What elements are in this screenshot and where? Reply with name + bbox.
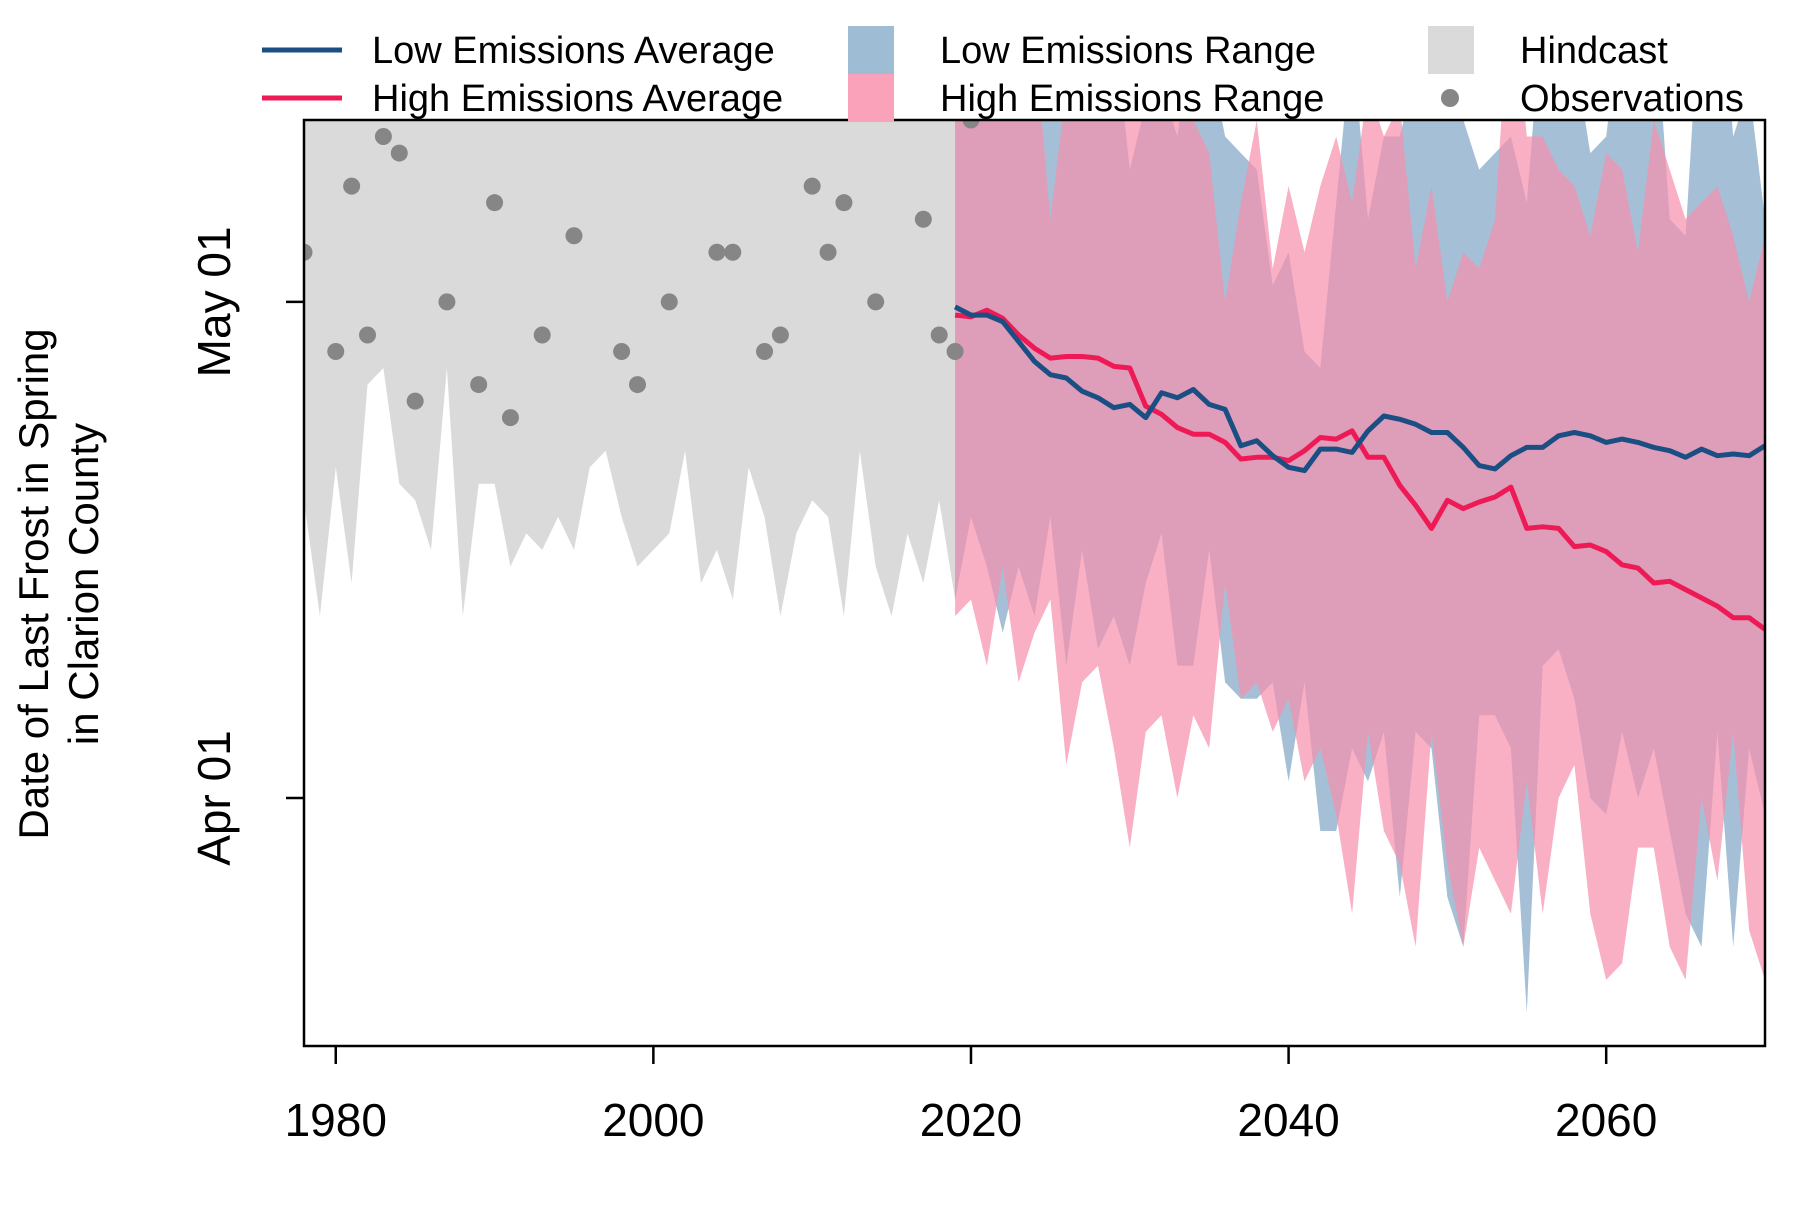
high-emissions-range-band xyxy=(955,120,1765,980)
observation-point xyxy=(867,293,885,311)
observation-point xyxy=(756,343,774,360)
observation-point xyxy=(724,243,742,261)
observation-point xyxy=(470,376,488,394)
observation-point xyxy=(501,409,519,427)
legend-label: High Emissions Range xyxy=(940,78,1324,120)
observation-point xyxy=(962,120,980,129)
plot-content xyxy=(304,62,1765,1013)
legend-label: Hindcast xyxy=(1520,30,1668,72)
observation-point xyxy=(946,343,964,360)
legend-swatch-fill xyxy=(1428,26,1474,74)
x-tick-label: 1980 xyxy=(285,1094,387,1146)
observation-point xyxy=(771,326,789,344)
observation-point xyxy=(803,177,821,195)
observation-point xyxy=(343,177,361,195)
observation-point xyxy=(374,128,392,146)
plot-area xyxy=(304,62,1765,1013)
legend-label: Low Emissions Range xyxy=(940,30,1316,72)
observation-point xyxy=(486,194,504,212)
observation-point xyxy=(899,62,916,79)
observation-point xyxy=(914,210,932,228)
observation-point xyxy=(359,326,377,344)
legend-label: Observations xyxy=(1520,78,1744,120)
y-tick-label: Apr 01 xyxy=(188,730,240,866)
observation-point xyxy=(406,392,424,410)
x-tick-label: 2000 xyxy=(602,1094,704,1146)
observation-point xyxy=(819,243,837,261)
observation-point xyxy=(565,227,583,245)
observation-point xyxy=(390,144,408,162)
observation-point xyxy=(660,293,678,311)
legend-swatch-fill xyxy=(848,26,894,74)
hindcast-band xyxy=(304,120,956,617)
y-axis-label-line-1: Date of Last Frost in Spring xyxy=(10,328,57,839)
low-emissions-average-line xyxy=(953,304,1765,474)
y-axis-label-line-2: in Clarion County xyxy=(60,423,107,745)
legend-label: High Emissions Average xyxy=(372,78,783,120)
legend: Low Emissions Average High Emissions Aver… xyxy=(262,26,1744,122)
x-tick-label: 2040 xyxy=(1237,1094,1339,1146)
y-axis-label: Date of Last Frost in Spring in Clarion … xyxy=(10,328,107,839)
observation-point xyxy=(708,243,726,261)
observation-point xyxy=(628,376,646,394)
observation-point xyxy=(304,243,313,261)
legend-label: Low Emissions Average xyxy=(372,30,775,72)
plot-frame xyxy=(302,118,1767,1048)
legend-swatch-fill xyxy=(848,74,894,122)
observation-point xyxy=(613,343,631,360)
observation-point xyxy=(327,343,345,360)
observation-point xyxy=(438,293,456,311)
y-tick-label: May 01 xyxy=(188,226,240,377)
x-tick-label: 2060 xyxy=(1555,1094,1657,1146)
x-tick-label: 2020 xyxy=(920,1094,1022,1146)
legend-swatch-point xyxy=(1441,89,1459,107)
observation-point xyxy=(930,326,948,344)
observation-point xyxy=(533,326,551,344)
observation-point xyxy=(835,194,853,212)
